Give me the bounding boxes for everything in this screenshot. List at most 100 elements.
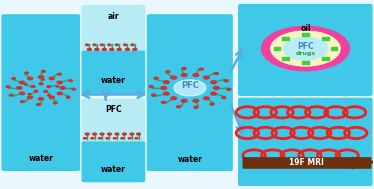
- Circle shape: [53, 102, 57, 104]
- Circle shape: [125, 48, 129, 50]
- Circle shape: [100, 133, 104, 135]
- Circle shape: [31, 86, 35, 88]
- Text: water: water: [101, 165, 126, 174]
- FancyBboxPatch shape: [242, 157, 371, 169]
- Circle shape: [57, 81, 62, 84]
- Circle shape: [283, 37, 328, 60]
- Circle shape: [44, 90, 47, 92]
- Circle shape: [113, 138, 116, 139]
- Circle shape: [181, 99, 187, 102]
- Circle shape: [171, 97, 177, 100]
- Circle shape: [214, 87, 219, 89]
- Text: water: water: [101, 76, 126, 85]
- Circle shape: [91, 138, 94, 139]
- Circle shape: [154, 77, 158, 79]
- Circle shape: [137, 133, 141, 135]
- Circle shape: [37, 104, 40, 105]
- Circle shape: [69, 80, 73, 82]
- Circle shape: [211, 81, 217, 84]
- Circle shape: [102, 48, 106, 50]
- Circle shape: [42, 79, 45, 80]
- Circle shape: [123, 44, 126, 46]
- Circle shape: [181, 74, 187, 77]
- FancyBboxPatch shape: [82, 141, 145, 182]
- Circle shape: [56, 86, 59, 87]
- Text: water: water: [28, 154, 53, 163]
- FancyBboxPatch shape: [82, 51, 145, 94]
- Circle shape: [47, 86, 51, 88]
- Circle shape: [163, 92, 169, 95]
- Circle shape: [17, 87, 22, 89]
- Circle shape: [203, 76, 209, 79]
- Circle shape: [25, 72, 28, 74]
- Circle shape: [100, 44, 103, 46]
- Circle shape: [135, 138, 138, 139]
- Text: oil: oil: [300, 24, 311, 33]
- Circle shape: [19, 81, 25, 84]
- Circle shape: [85, 133, 89, 135]
- Circle shape: [166, 71, 170, 73]
- Circle shape: [83, 138, 86, 139]
- Circle shape: [123, 133, 126, 135]
- Circle shape: [6, 86, 10, 88]
- Text: PFC: PFC: [297, 42, 314, 51]
- FancyBboxPatch shape: [147, 14, 233, 171]
- Circle shape: [130, 133, 134, 135]
- Circle shape: [121, 138, 123, 139]
- Circle shape: [98, 138, 101, 139]
- Circle shape: [193, 99, 199, 102]
- Circle shape: [203, 97, 209, 100]
- Circle shape: [19, 92, 25, 95]
- Circle shape: [110, 48, 114, 50]
- Circle shape: [39, 83, 43, 85]
- Text: PFC: PFC: [181, 81, 199, 90]
- Circle shape: [60, 87, 65, 89]
- Circle shape: [117, 48, 121, 50]
- Circle shape: [177, 106, 181, 108]
- Circle shape: [214, 73, 218, 74]
- Circle shape: [271, 31, 340, 66]
- Circle shape: [108, 44, 111, 46]
- Circle shape: [133, 48, 137, 50]
- Circle shape: [93, 44, 96, 46]
- Circle shape: [49, 77, 54, 80]
- Circle shape: [34, 90, 38, 92]
- Circle shape: [95, 48, 99, 50]
- Text: air: air: [108, 12, 119, 21]
- Circle shape: [182, 67, 186, 70]
- Circle shape: [21, 101, 24, 103]
- Circle shape: [115, 44, 118, 46]
- Circle shape: [12, 78, 15, 79]
- Circle shape: [39, 98, 43, 100]
- Circle shape: [93, 133, 96, 135]
- Text: PFC: PFC: [105, 105, 122, 114]
- Circle shape: [9, 94, 13, 96]
- Circle shape: [224, 80, 228, 82]
- Circle shape: [67, 96, 70, 98]
- Circle shape: [58, 73, 61, 75]
- Circle shape: [152, 94, 156, 96]
- Circle shape: [227, 88, 231, 90]
- Circle shape: [28, 93, 31, 95]
- Circle shape: [199, 68, 203, 70]
- Circle shape: [149, 85, 153, 88]
- FancyBboxPatch shape: [1, 14, 80, 171]
- Circle shape: [39, 76, 43, 78]
- FancyBboxPatch shape: [238, 98, 373, 186]
- Circle shape: [222, 97, 226, 99]
- Circle shape: [261, 26, 349, 71]
- Circle shape: [49, 96, 54, 99]
- Circle shape: [162, 101, 165, 103]
- FancyBboxPatch shape: [238, 4, 373, 96]
- Circle shape: [106, 138, 108, 139]
- Circle shape: [108, 133, 111, 135]
- Circle shape: [128, 138, 131, 139]
- Circle shape: [42, 70, 45, 72]
- Circle shape: [115, 133, 119, 135]
- Circle shape: [131, 44, 134, 46]
- Circle shape: [28, 77, 33, 80]
- FancyBboxPatch shape: [82, 5, 145, 55]
- Circle shape: [72, 88, 76, 90]
- Circle shape: [210, 103, 214, 105]
- Circle shape: [57, 92, 62, 95]
